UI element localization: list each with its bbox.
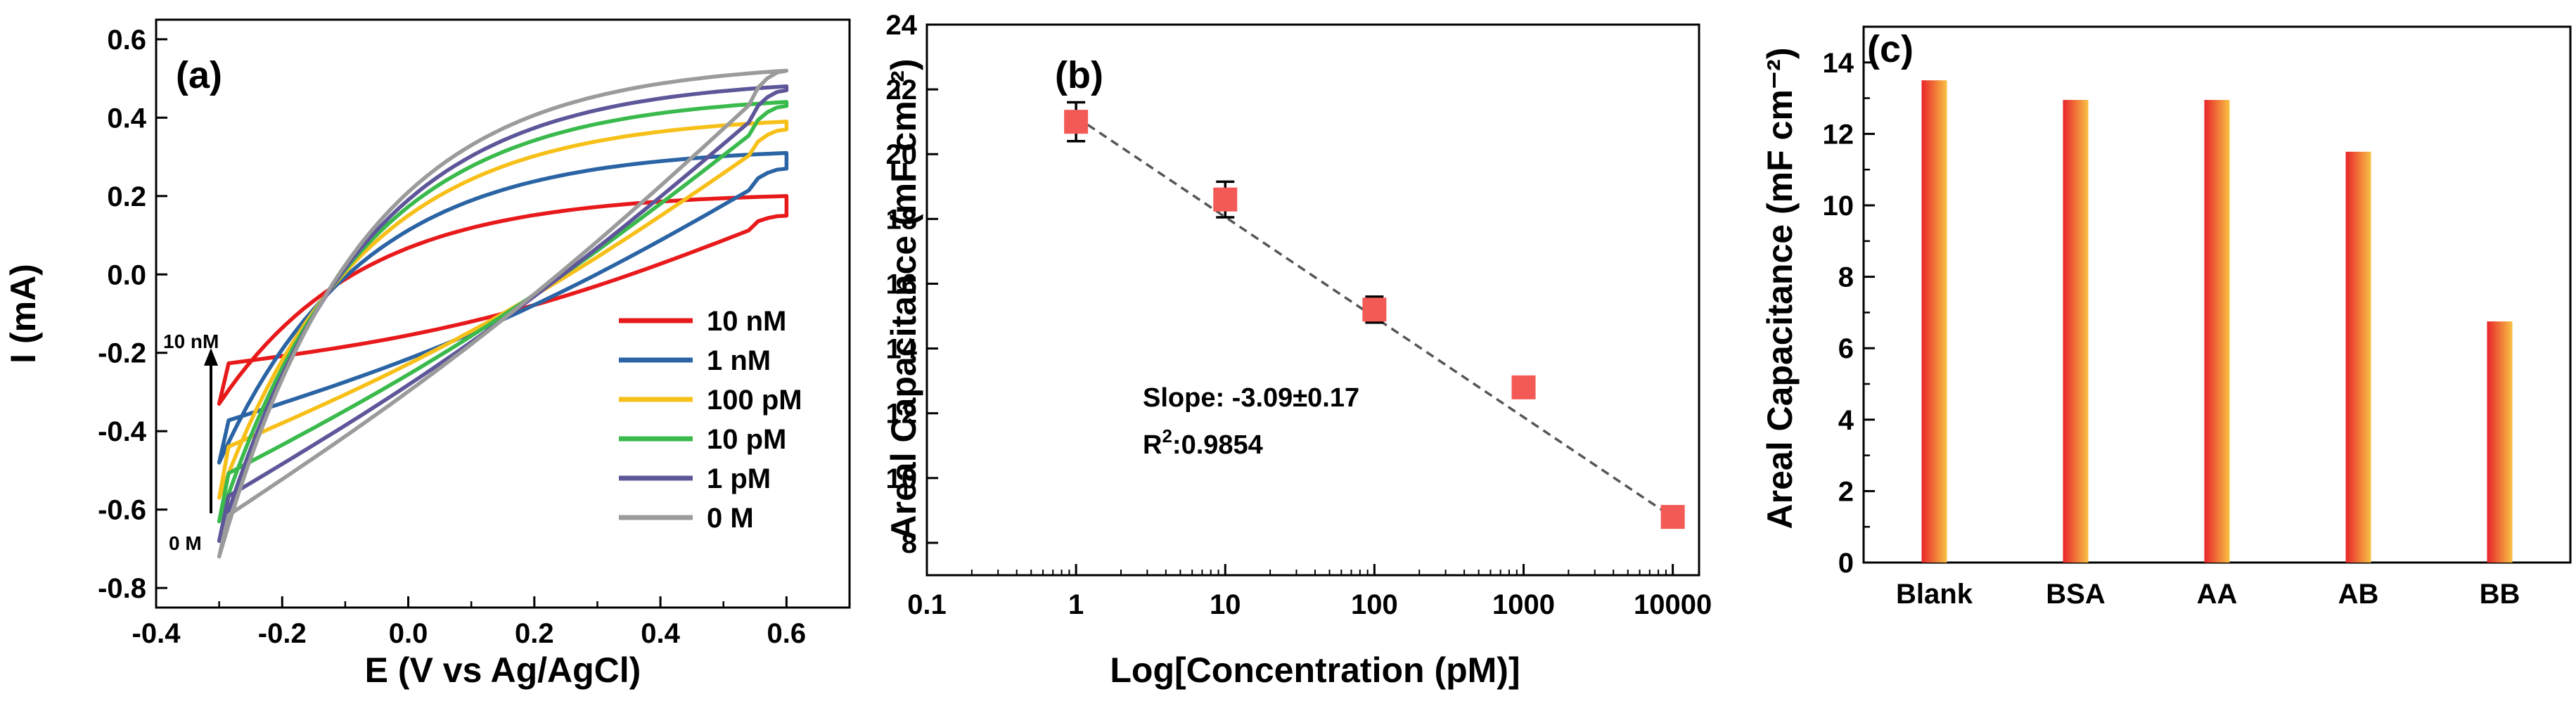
data-point-marker: [1362, 297, 1387, 322]
y-tick-label: 4: [1838, 405, 1854, 436]
x-tick-label: 0.2: [515, 618, 554, 649]
panel-b-frame: [925, 23, 1700, 577]
panel-b-y-axis-label: Areal Capacitance (mF cm⁻²): [884, 59, 923, 541]
y-tick-label: 0.4: [107, 103, 146, 134]
panel-c-category-labels: Blank BSA AA AB BB: [1896, 579, 2520, 610]
cv-curve-1-pm: [217, 84, 789, 544]
y-tick-label: 16: [886, 269, 918, 300]
x-tick-label: 10: [1210, 589, 1241, 620]
panel-c-label: (c): [1867, 28, 1914, 70]
y-tick-label: 0.6: [107, 25, 146, 56]
r2-superscript: 2: [1162, 425, 1172, 447]
cv-curve-0-m: [217, 68, 789, 559]
x-tick-label: 0.4: [641, 618, 680, 649]
legend-label: 1 nM: [707, 345, 771, 376]
y-tick-label: -0.2: [98, 338, 146, 369]
y-tick-label: 14: [886, 334, 918, 365]
r2-prefix: R: [1143, 430, 1162, 460]
y-tick-label: -0.8: [98, 573, 146, 604]
y-tick-label: -0.6: [98, 495, 146, 526]
cv-curve-10-pm: [217, 100, 789, 524]
panel-c-selectivity-chart: Blank BSA AA AB BB 0 2 4 6 8 10 12 14 (c) Areal Cap…: [1760, 25, 2572, 610]
x-tick-label: 1000: [1492, 589, 1555, 620]
panel-a-y-axis-label: I (mA): [4, 264, 43, 364]
data-point-marker: [1064, 110, 1089, 134]
panel-a-cv-chart: -0.4 -0.2 0.0 0.2 0.4 0.6 -0.8 -0.6 -0.4 -0.2 0.0…: [4, 18, 851, 690]
legend-label: 10 nM: [707, 306, 786, 337]
panel-b-r2-annotation: R2:0.9854: [1143, 425, 1263, 460]
panel-a-legend: 10 nM 1 nM 100 pM 10 pM 1 pM 0 M: [619, 306, 802, 534]
x-tick-label: 10000: [1634, 589, 1712, 620]
y-tick-label: 0.2: [107, 181, 146, 212]
y-tick-label: 10: [1823, 191, 1854, 222]
panel-b-y-tick-labels: 8 10 12 14 16 18 20 22 24: [886, 10, 918, 559]
y-tick-label: 24: [886, 10, 918, 41]
y-tick-label: 12: [886, 399, 918, 430]
legend-label: 1 pM: [707, 463, 771, 494]
panel-a-arrow-label-bottom: 0 M: [169, 532, 202, 554]
bar-bb: [2487, 321, 2513, 563]
bar-ab: [2345, 151, 2371, 563]
panel-b-data-points: [1064, 101, 1685, 530]
bar-blank: [1921, 80, 1947, 563]
y-tick-label: 6: [1838, 333, 1854, 364]
panel-b-label: (b): [1055, 54, 1103, 96]
panel-a-y-tick-labels: -0.8 -0.6 -0.4 -0.2 0.0 0.2 0.4 0.6: [98, 25, 147, 604]
x-tick-label: 0.0: [389, 618, 428, 649]
x-tick-label: 0.1: [907, 589, 947, 620]
category-label: BSA: [2046, 579, 2105, 610]
bar-aa: [2204, 100, 2230, 563]
panel-a-frame: [155, 18, 851, 609]
category-label: Blank: [1896, 579, 1973, 610]
panel-a-ticks: [155, 38, 788, 608]
y-tick-label: 0.0: [107, 259, 146, 290]
y-tick-label: 22: [886, 75, 918, 105]
panel-a-label: (a): [176, 54, 222, 96]
legend-label: 0 M: [707, 503, 754, 534]
data-point-marker: [1213, 187, 1238, 212]
y-tick-label: 8: [1838, 262, 1854, 293]
bar-bsa: [2063, 100, 2089, 563]
panel-b-x-axis-label: Log[Concentration (pM)]: [1110, 650, 1520, 690]
y-tick-label: 20: [886, 139, 918, 170]
panel-c-y-tick-labels: 0 2 4 6 8 10 12 14: [1823, 48, 1854, 579]
panel-b-ticks: [925, 23, 1674, 575]
legend-label: 100 pM: [707, 385, 802, 416]
x-tick-label: -0.2: [258, 618, 307, 649]
cv-curve-100-pm: [217, 120, 789, 500]
y-tick-label: 2: [1838, 476, 1854, 507]
panel-c-y-axis-label: Areal Capacitance (mF cm⁻²): [1760, 48, 1800, 530]
panel-c-ticks: [1864, 61, 2501, 564]
cv-curve-1-nm: [217, 150, 789, 465]
x-tick-label: 100: [1351, 589, 1398, 620]
x-tick-label: -0.4: [132, 618, 181, 649]
panel-a-cv-curves: [217, 68, 789, 559]
legend-label: 10 pM: [707, 424, 786, 455]
data-point-marker: [1511, 375, 1536, 399]
cv-curve-10-nm: [217, 194, 789, 406]
data-point-marker: [1660, 505, 1685, 530]
panel-b-x-tick-labels: 0.1 1 10 100 1000 10000: [907, 589, 1712, 620]
y-tick-label: -0.4: [98, 416, 147, 447]
panel-a-trend-arrowhead: [204, 348, 218, 366]
x-tick-label: 0.6: [767, 618, 807, 649]
panel-c-bars: [1921, 80, 2513, 563]
r2-value: :0.9854: [1172, 430, 1263, 460]
panel-a-x-axis-label: E (V vs Ag/AgCl): [365, 650, 641, 690]
panel-a-x-tick-labels: -0.4 -0.2 0.0 0.2 0.4 0.6: [132, 618, 807, 649]
y-tick-label: 0: [1838, 548, 1854, 579]
y-tick-label: 18: [886, 204, 918, 235]
x-tick-label: 1: [1068, 589, 1084, 620]
y-tick-label: 14: [1823, 48, 1854, 79]
panel-a-arrow-label-top: 10 nM: [163, 330, 219, 352]
y-tick-label: 10: [886, 463, 918, 494]
panel-b-calibration-chart: 0.1 1 10 100 1000 10000 8 10 12 14 16 18 20 22 24 (b)…: [884, 10, 1712, 690]
panel-b-slope-annotation: Slope: -3.09±0.17: [1143, 383, 1359, 413]
category-label: BB: [2480, 579, 2520, 610]
y-tick-label: 12: [1823, 119, 1854, 150]
y-tick-label: 8: [902, 528, 917, 559]
category-label: AB: [2338, 579, 2379, 610]
category-label: AA: [2197, 579, 2238, 610]
